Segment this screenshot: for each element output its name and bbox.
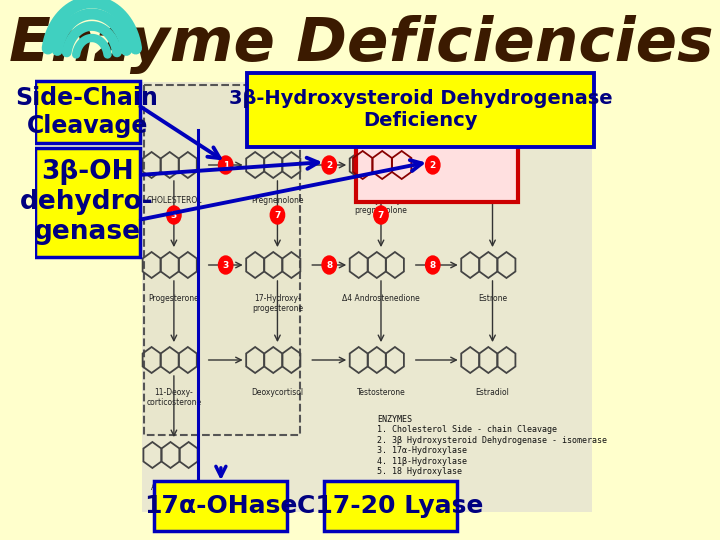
Bar [142, 82, 592, 512]
Text: Side-Chain
Cleavage: Side-Chain Cleavage [16, 86, 158, 138]
Text: CHOLESTEROL: CHOLESTEROL [146, 196, 202, 205]
Text: 2: 2 [430, 160, 436, 170]
Text: 17α-OHase: 17α-OHase [144, 494, 297, 518]
Text: 3β-OH
dehydro-
genase: 3β-OH dehydro- genase [20, 159, 154, 245]
Text: C17-20 Lyase: C17-20 Lyase [297, 494, 484, 518]
Circle shape [322, 256, 336, 274]
FancyBboxPatch shape [247, 73, 595, 147]
FancyBboxPatch shape [154, 481, 287, 531]
Text: Pregnenolone: Pregnenolone [251, 196, 304, 205]
Text: ENZYMES
1. Cholesterol Side - chain Cleavage
2. 3β Hydroxysteroid Dehydrogenase : ENZYMES 1. Cholesterol Side - chain Clea… [377, 415, 607, 476]
Circle shape [270, 206, 284, 224]
Circle shape [426, 156, 440, 174]
Text: 3: 3 [222, 260, 229, 269]
Text: Progesterone: Progesterone [148, 294, 199, 303]
Text: 3: 3 [171, 211, 177, 219]
FancyBboxPatch shape [323, 481, 456, 531]
Text: 1: 1 [222, 160, 229, 170]
FancyBboxPatch shape [35, 148, 140, 257]
Text: Deoxycortisol: Deoxycortisol [251, 388, 304, 397]
Text: Enzyme Deficiencies: Enzyme Deficiencies [9, 16, 714, 75]
FancyBboxPatch shape [356, 128, 518, 202]
Text: 8: 8 [326, 260, 333, 269]
Circle shape [374, 206, 388, 224]
Circle shape [167, 206, 181, 224]
Circle shape [218, 156, 233, 174]
Text: Estradiol: Estradiol [476, 388, 510, 397]
Text: 17-Hydroxy-
progesterone: 17-Hydroxy- progesterone [252, 294, 303, 313]
Text: 7: 7 [378, 211, 384, 219]
Circle shape [218, 256, 233, 274]
Text: Aldosterone: Aldosterone [151, 483, 197, 492]
Circle shape [322, 156, 336, 174]
Circle shape [426, 256, 440, 274]
FancyBboxPatch shape [35, 81, 140, 143]
Text: 3β-Hydroxysteroid Dehydrogenase
Deficiency: 3β-Hydroxysteroid Dehydrogenase Deficien… [229, 90, 613, 131]
Text: DHEA: DHEA [482, 196, 503, 205]
Text: 17-Hydroxy-
pregnenolone: 17-Hydroxy- pregnenolone [354, 196, 408, 215]
Text: Estrone: Estrone [478, 294, 507, 303]
Text: 11-Deoxy-
corticosterone: 11-Deoxy- corticosterone [146, 388, 202, 407]
Text: Δ4 Androstenedione: Δ4 Androstenedione [342, 294, 420, 303]
Text: Testosterone: Testosterone [356, 388, 405, 397]
Text: 8: 8 [430, 260, 436, 269]
Text: 7: 7 [274, 211, 281, 219]
Text: 2: 2 [326, 160, 333, 170]
Bar [145, 85, 300, 435]
